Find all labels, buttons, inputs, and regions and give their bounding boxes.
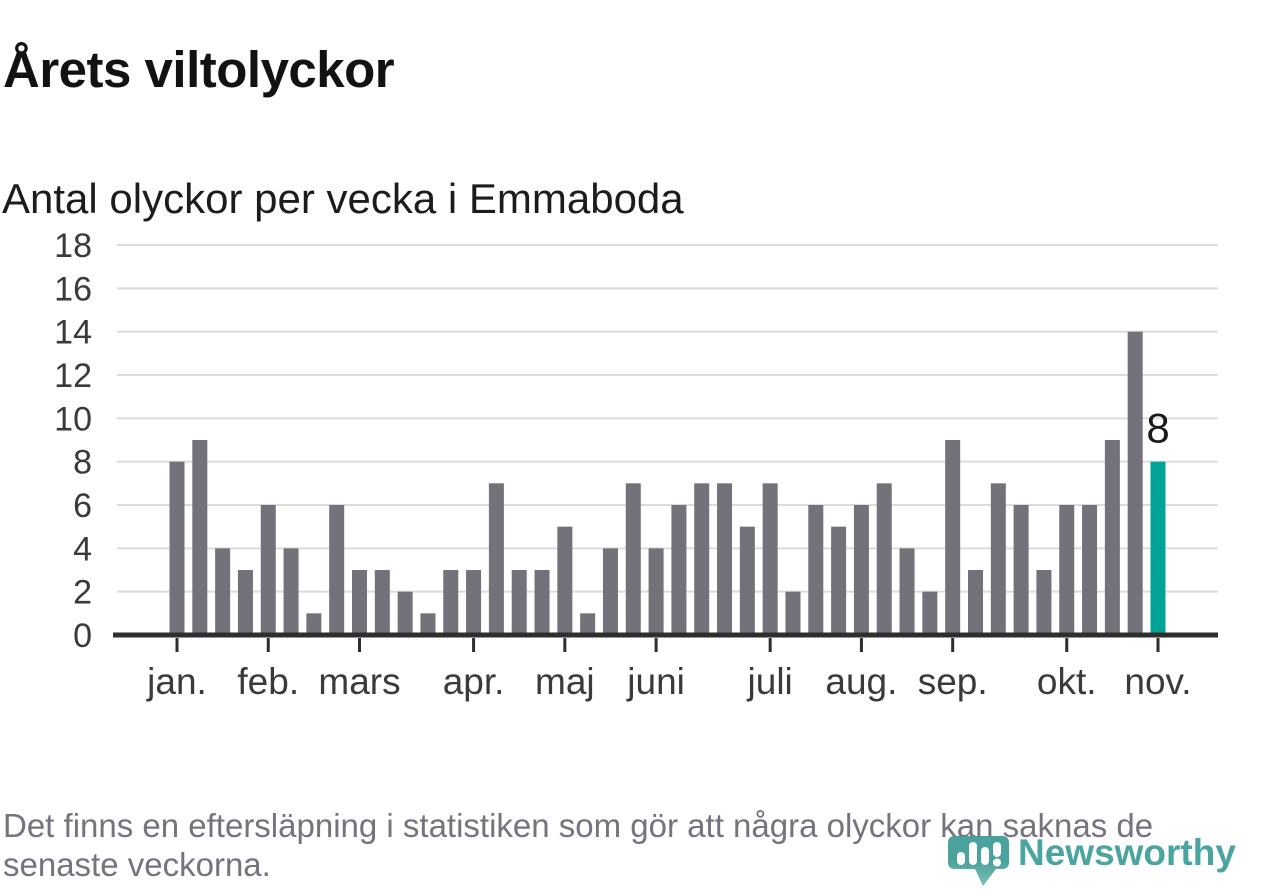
bar: [853, 505, 869, 635]
bar: [580, 613, 596, 635]
bar: [374, 570, 390, 635]
bar: [397, 591, 413, 635]
y-axis-label: 10: [54, 400, 92, 438]
bar: [1104, 440, 1120, 635]
bar: [876, 483, 892, 635]
bar: [283, 548, 299, 635]
x-axis-label: feb.: [237, 661, 299, 702]
bar: [1013, 505, 1029, 635]
x-axis-label: okt.: [1037, 661, 1097, 702]
y-axis-label: 12: [54, 357, 92, 395]
bar: [169, 461, 185, 635]
bar: [967, 570, 983, 635]
bar: [1082, 505, 1098, 635]
bar: [557, 526, 573, 635]
y-axis-label: 4: [73, 530, 92, 568]
page-title: Årets viltolyckor: [3, 41, 395, 99]
newsworthy-logo-text: Newsworthy: [1018, 832, 1236, 873]
footnote-line2: senaste veckorna.: [3, 846, 271, 883]
bar: [831, 526, 847, 635]
bar: [352, 570, 368, 635]
bar: [990, 483, 1006, 635]
bar: [1127, 331, 1143, 635]
bar: [534, 570, 550, 635]
bar: [717, 483, 733, 635]
highlight-value-label: 8: [1146, 405, 1169, 452]
y-axis-label: 0: [73, 617, 92, 655]
newsworthy-logo: Newsworthy: [948, 834, 1262, 894]
y-axis-label: 6: [73, 487, 92, 525]
x-axis-label: aug.: [825, 661, 897, 702]
x-axis-label: juni: [626, 661, 685, 702]
x-axis-label: apr.: [443, 661, 505, 702]
y-axis-label: 14: [54, 314, 92, 352]
bar: [602, 548, 618, 635]
bar: [648, 548, 664, 635]
newsworthy-logo-icon: [948, 836, 1009, 886]
x-axis-label: jan.: [146, 661, 207, 702]
bar: [511, 570, 527, 635]
bar: [808, 505, 824, 635]
bar: [762, 483, 778, 635]
bar: [899, 548, 915, 635]
bar: [625, 483, 641, 635]
bar: [329, 505, 345, 635]
bar: [671, 505, 687, 635]
bar: [306, 613, 322, 635]
bar: [694, 483, 710, 635]
bar: [260, 505, 276, 635]
bar: [785, 591, 801, 635]
bar: [739, 526, 755, 635]
y-axis-label: 16: [54, 270, 92, 308]
bar: [215, 548, 231, 635]
x-axis-label: mars: [318, 661, 400, 702]
bar: [1036, 570, 1052, 635]
y-axis-label: 18: [54, 227, 92, 265]
x-axis-label: nov.: [1124, 661, 1191, 702]
bar: [443, 570, 459, 635]
page-subtitle: Antal olyckor per vecka i Emmaboda: [2, 174, 684, 222]
y-axis-label: 8: [73, 444, 92, 482]
bar: [420, 613, 436, 635]
x-axis-label: sep.: [918, 661, 988, 702]
bar: [466, 570, 482, 635]
bar: [237, 570, 253, 635]
x-axis-label: maj: [535, 661, 595, 702]
bar: [1059, 505, 1075, 635]
bar: [192, 440, 208, 635]
bar: [945, 440, 961, 635]
bar: [488, 483, 504, 635]
x-axis-label: juli: [747, 661, 793, 702]
bar: [922, 591, 938, 635]
y-axis-label: 2: [73, 574, 92, 612]
highlight-bar: [1150, 461, 1166, 635]
